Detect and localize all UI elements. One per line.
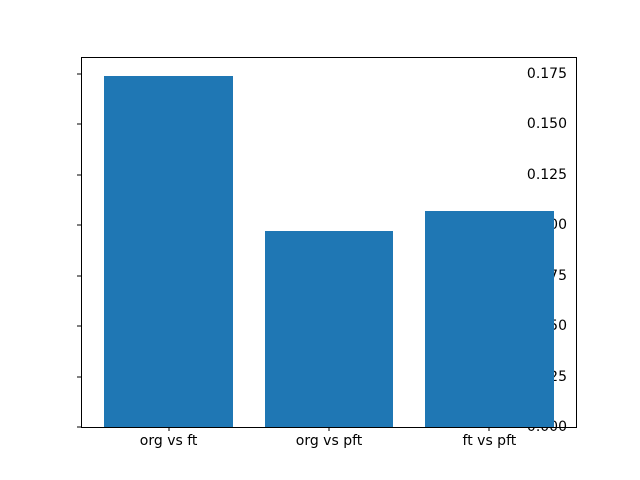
plot-area: 0.0000.0250.0500.0750.1000.1250.1500.175… <box>77 57 577 449</box>
bar-org-vs-pft <box>264 231 394 427</box>
y-tick-label: 0.125 <box>526 166 567 183</box>
x-tick-mark <box>168 427 170 431</box>
y-tick-label: 0.175 <box>526 65 567 82</box>
x-tick-mark <box>488 427 490 431</box>
y-tick-mark <box>77 325 81 327</box>
bar-ft-vs-pft <box>425 210 554 427</box>
x-tick-label: org vs ft <box>139 433 198 449</box>
y-tick-mark <box>77 224 81 226</box>
y-tick-mark <box>77 174 81 176</box>
y-tick-mark <box>77 73 81 75</box>
y-tick-mark <box>77 426 81 428</box>
y-tick-mark <box>77 123 81 125</box>
x-tick-label: ft vs pft <box>462 433 517 449</box>
y-tick-label: 0.150 <box>526 116 567 133</box>
bar-org-vs-ft <box>104 75 233 427</box>
y-tick-mark <box>77 275 81 277</box>
y-tick-mark <box>77 376 81 378</box>
x-tick-mark <box>328 427 330 431</box>
x-tick-label: org vs pft <box>295 433 363 449</box>
